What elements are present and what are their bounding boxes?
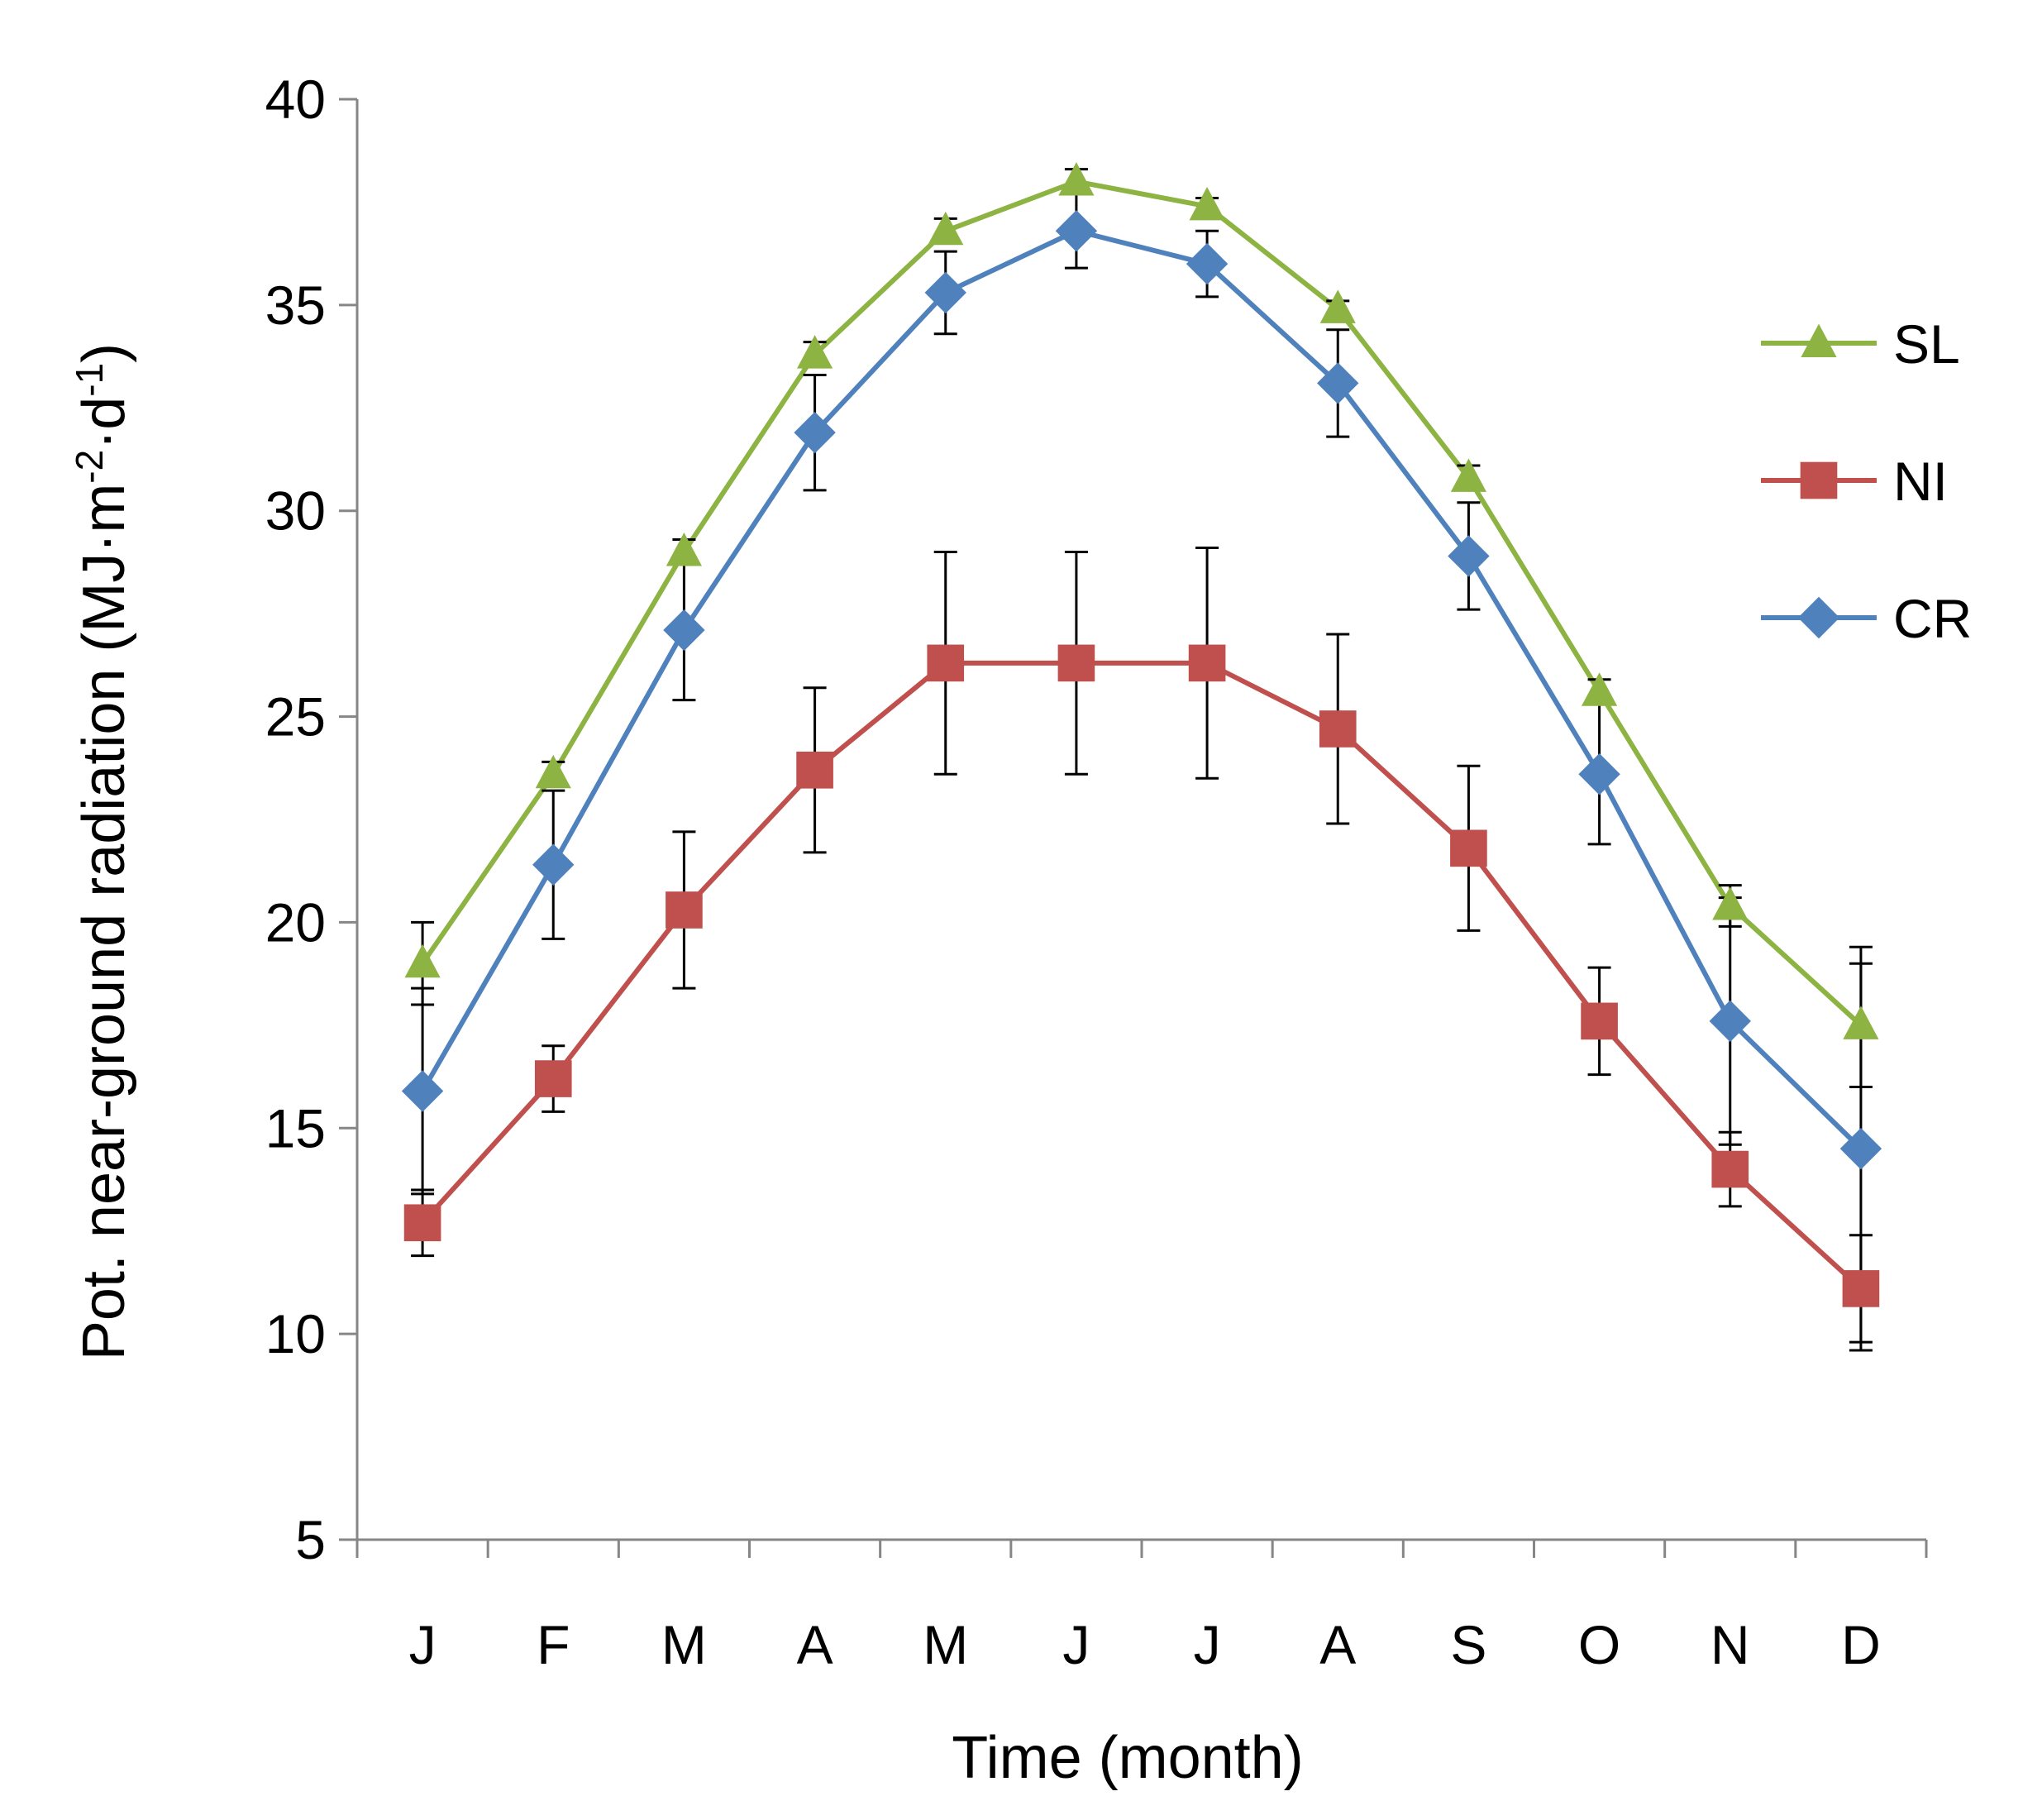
data-point: [663, 609, 705, 652]
data-point: [1709, 1000, 1751, 1043]
data-point: [927, 644, 965, 682]
y-tick-label: 40: [265, 69, 326, 130]
data-point: [532, 843, 575, 886]
legend-item-ni: NI: [1761, 451, 1948, 512]
data-point: [666, 891, 703, 929]
x-axis-title: Time (month): [952, 1725, 1303, 1791]
legend-item-cr: CR: [1761, 588, 1972, 649]
data-point: [401, 1070, 444, 1112]
data-point: [924, 271, 966, 314]
x-tick-label: J: [1062, 1614, 1090, 1675]
x-tick-label: D: [1841, 1614, 1881, 1675]
y-axis-title: Pot. near-ground radiation (MJ·m-2·d-1): [68, 343, 137, 1360]
y-axis-title-sup2: -1: [68, 363, 111, 397]
series-line: [420, 228, 1863, 1151]
y-tick-label: 30: [265, 480, 326, 542]
y-tick-label: 10: [265, 1303, 326, 1364]
data-point: [1057, 644, 1095, 682]
series-sl: [420, 179, 1863, 1028]
axes: 5 10 15 20 25 30 35 40 J F M A M J J A S O N D: [265, 69, 1928, 1675]
y-tick-label: 15: [265, 1097, 326, 1158]
data-point: [1186, 242, 1229, 285]
x-tick-label: J: [1194, 1614, 1221, 1675]
series-line: [420, 179, 1863, 1028]
x-tick-label: N: [1710, 1614, 1750, 1675]
y-axis-title-sup1: -2: [68, 450, 111, 484]
y-tick-label: 20: [265, 891, 326, 953]
y-axis-title-prefix: Pot. near-ground radiation (MJ·m: [71, 484, 137, 1360]
data-point: [1319, 710, 1357, 748]
data-point: [403, 1204, 441, 1242]
legend-label: CR: [1893, 588, 1972, 649]
series-cr: [420, 228, 1863, 1151]
data-point: [1317, 362, 1359, 404]
x-tick-label: A: [1319, 1614, 1356, 1675]
series-line: [420, 660, 1863, 1291]
markers-ni: [403, 644, 1880, 1307]
series-layer: [401, 162, 1882, 1352]
x-tick-label: J: [409, 1614, 437, 1675]
legend-marker: [1800, 461, 1838, 499]
y-tick-label: 5: [295, 1509, 326, 1570]
data-point: [928, 211, 964, 246]
legend-marker: [1797, 596, 1840, 639]
data-point: [535, 754, 571, 789]
series-ni: [420, 660, 1863, 1291]
data-point: [534, 1060, 572, 1097]
data-point: [1839, 1127, 1882, 1170]
data-point: [1055, 210, 1098, 252]
y-axis-title-mid: ·d: [71, 397, 137, 450]
markers-sl: [404, 162, 1879, 1039]
data-point: [1578, 753, 1620, 795]
data-point: [1843, 1006, 1879, 1039]
data-point: [1581, 672, 1618, 706]
data-point: [1711, 1150, 1749, 1188]
data-point: [1712, 886, 1749, 920]
legend-item-sl: SL: [1761, 313, 1960, 375]
data-point: [1450, 458, 1487, 492]
data-point: [1581, 1002, 1618, 1040]
legend-label: SL: [1893, 313, 1960, 375]
x-tick-label: A: [797, 1614, 833, 1675]
y-tick-label: 35: [265, 275, 326, 336]
data-point: [1188, 644, 1226, 682]
x-tick-label: S: [1450, 1614, 1486, 1675]
data-point: [1319, 289, 1356, 323]
legend-marker: [1801, 323, 1837, 358]
data-point: [404, 943, 441, 978]
data-point: [1189, 186, 1225, 221]
legend: SL NI CR: [1761, 313, 1972, 649]
x-tick-label: M: [923, 1614, 968, 1675]
data-point: [1058, 162, 1095, 196]
x-tick-label: O: [1578, 1614, 1620, 1675]
x-tick-label: F: [537, 1614, 570, 1675]
x-tick-label: M: [661, 1614, 707, 1675]
markers-cr: [401, 210, 1882, 1170]
data-point: [794, 411, 836, 454]
legend-label: NI: [1893, 451, 1948, 512]
y-axis-title-suffix: ): [71, 343, 137, 363]
data-point: [796, 751, 833, 789]
data-point: [1842, 1270, 1880, 1307]
data-point: [666, 533, 703, 566]
data-point: [796, 335, 833, 369]
data-point: [1450, 829, 1487, 867]
data-point: [1448, 535, 1490, 577]
y-tick-label: 25: [265, 686, 326, 748]
